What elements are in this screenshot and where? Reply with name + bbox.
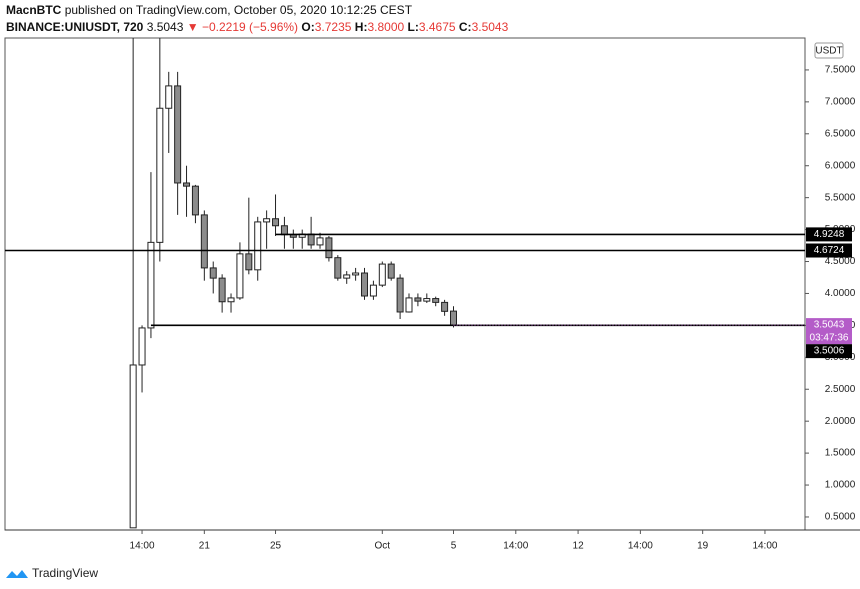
h: 3.8000 xyxy=(367,20,405,34)
x-tick-label: 14:00 xyxy=(628,541,653,552)
candle-body xyxy=(325,237,333,259)
currency: USDT xyxy=(815,46,842,57)
symbol: BINANCE:UNIUSDT, 720 xyxy=(6,20,144,34)
candle-body xyxy=(361,272,369,297)
countdown: 03:47:36 xyxy=(810,333,849,344)
candle-body xyxy=(200,214,208,269)
candle-body xyxy=(183,182,191,187)
candle-body xyxy=(236,253,244,299)
candle-body xyxy=(165,85,173,109)
l-label: L: xyxy=(407,20,419,34)
candle-body xyxy=(147,241,155,329)
candle-body xyxy=(449,310,457,326)
logo-icon xyxy=(6,570,28,578)
candle-body xyxy=(280,225,288,236)
author: MacnBTC xyxy=(6,3,62,17)
candle-body xyxy=(387,263,395,279)
candle-body xyxy=(405,297,413,313)
candle-body xyxy=(227,297,235,303)
y-tick-label: 2.0000 xyxy=(825,416,856,427)
y-tick-label: 4.5000 xyxy=(825,256,856,267)
last-price-label: 3.5043 xyxy=(814,320,845,331)
change: −0.2219 (−5.96%) xyxy=(201,20,299,34)
c-label: C: xyxy=(458,20,472,34)
candle-body xyxy=(263,218,271,223)
candle-body xyxy=(218,277,226,303)
y-tick-label: 6.0000 xyxy=(825,160,856,171)
level-label-box xyxy=(806,344,852,359)
last-price-box xyxy=(806,318,852,333)
candle-body xyxy=(245,253,253,271)
y-tick-label: 4.0000 xyxy=(825,288,856,299)
candle-body xyxy=(174,85,182,184)
header: MacnBTC published on TradingView.com, Oc… xyxy=(6,2,508,36)
y-tick-label: 6.5000 xyxy=(825,128,856,139)
candle-body xyxy=(369,284,377,297)
candle-body xyxy=(432,298,440,303)
y-tick-label: 1.0000 xyxy=(825,480,856,491)
x-tick-label: 14:00 xyxy=(503,541,528,552)
arrow: ▼ xyxy=(186,20,199,34)
x-tick-label: 14:00 xyxy=(130,541,155,552)
candle-body xyxy=(414,297,422,302)
y-tick-label: 0.5000 xyxy=(825,512,856,523)
countdown-box xyxy=(806,331,852,345)
y-tick-label: 5.5000 xyxy=(825,192,856,203)
brand: TradingView xyxy=(32,566,98,580)
candle-body xyxy=(156,107,164,243)
publisher-line: MacnBTC published on TradingView.com, Oc… xyxy=(6,2,508,19)
x-tick-label: 14:00 xyxy=(752,541,777,552)
currency-box xyxy=(814,42,844,59)
o: 3.7235 xyxy=(314,20,352,34)
c: 3.5043 xyxy=(471,20,509,34)
l: 3.4675 xyxy=(418,20,456,34)
candle-body xyxy=(343,274,351,279)
x-tick-label: 19 xyxy=(697,541,709,552)
candle-body xyxy=(316,237,324,246)
y-tick-label: 1.5000 xyxy=(825,448,856,459)
candle-body xyxy=(441,301,449,312)
candle-body xyxy=(272,218,280,227)
y-tick-label: 2.5000 xyxy=(825,384,856,395)
candle-body xyxy=(307,233,315,246)
candle-body xyxy=(209,267,217,279)
candle-body xyxy=(138,327,146,366)
candle-body xyxy=(396,277,404,313)
level-label-box xyxy=(806,243,852,258)
o-label: O: xyxy=(301,20,315,34)
candle-body xyxy=(129,364,137,529)
x-tick-label: 25 xyxy=(270,541,282,552)
y-tick-label: 7.5000 xyxy=(825,65,856,76)
level-label: 4.6724 xyxy=(814,245,845,256)
candle-body xyxy=(334,257,342,279)
plot-frame xyxy=(4,37,806,531)
last: 3.5043 xyxy=(146,20,184,34)
level-label: 4.9248 xyxy=(814,229,845,240)
candle-body xyxy=(191,185,199,216)
level-label-box xyxy=(806,227,852,242)
candle-body xyxy=(378,263,386,286)
x-tick-label: Oct xyxy=(375,541,391,552)
x-tick-label: 12 xyxy=(573,541,585,552)
symbol-line: BINANCE:UNIUSDT, 720 3.5043 ▼ −0.2219 (−… xyxy=(6,19,508,36)
candle-body xyxy=(254,221,262,271)
footer-logo: TradingView xyxy=(6,566,98,580)
published: published on TradingView.com, October 05… xyxy=(64,3,413,17)
candle-body xyxy=(423,298,431,302)
y-tick-label: 7.0000 xyxy=(825,97,856,108)
level-label: 3.5006 xyxy=(814,346,845,357)
h-label: H: xyxy=(354,20,368,34)
x-tick-label: 5 xyxy=(451,541,457,552)
candle-body xyxy=(352,272,360,276)
x-tick-label: 21 xyxy=(199,541,211,552)
